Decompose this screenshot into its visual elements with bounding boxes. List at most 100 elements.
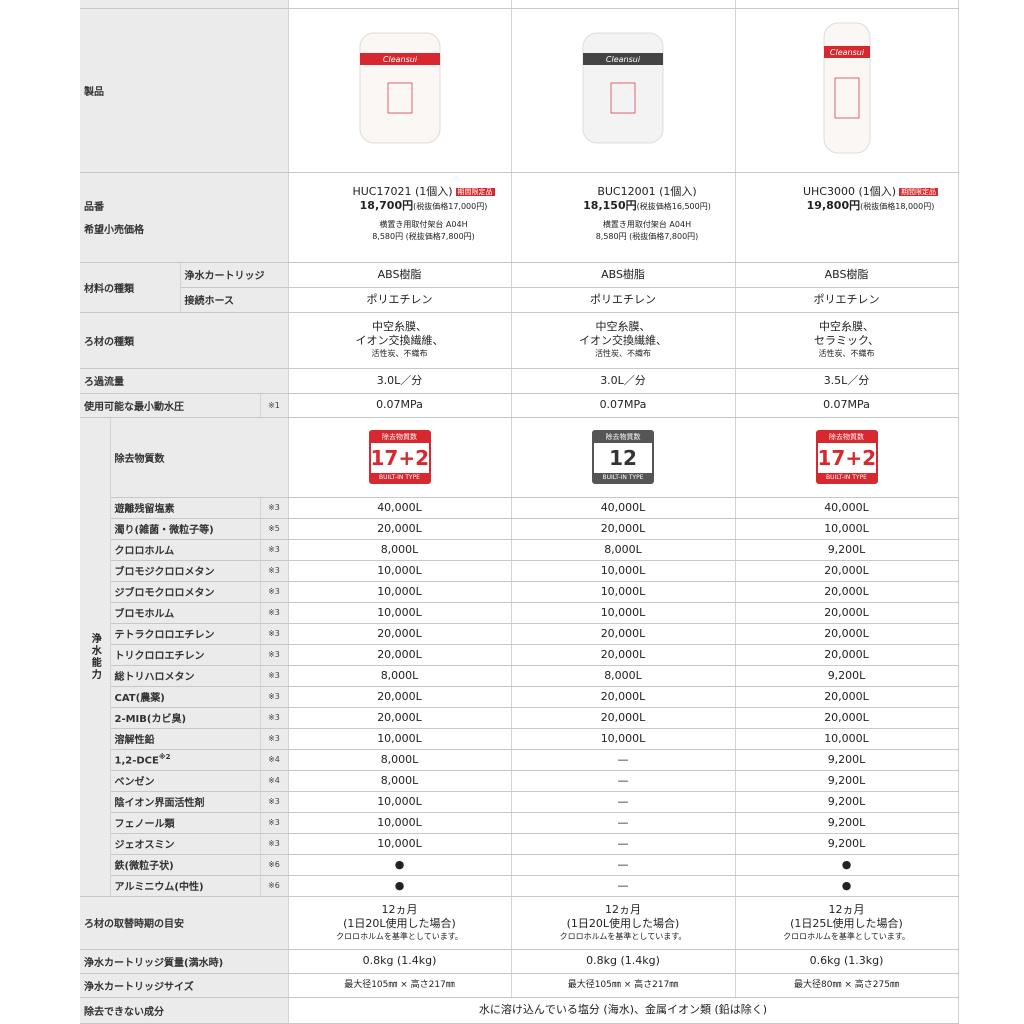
value-cell: 12ヵ月 (1日25L使用した場合) クロロホルムを基準としています。 — [735, 896, 959, 950]
value-line: 中空糸膜、 — [819, 320, 874, 333]
value: 10,000L — [600, 584, 646, 598]
note-cell: ※3 — [260, 539, 289, 561]
extra: 8,580円 (税抜価格7,800円) — [595, 231, 699, 241]
label: ジェオスミン — [114, 840, 175, 851]
label: ブロモホルム — [114, 609, 175, 620]
badge-title: 除去物質数 — [370, 432, 429, 443]
value: 最大径105㎜ × 高さ217㎜ — [567, 980, 679, 990]
note: ※3 — [268, 503, 280, 512]
table-row: 接続ホース ポリエチレン ポリエチレン ポリエチレン — [80, 287, 959, 313]
value: 20,000L — [600, 521, 646, 535]
label: 希望小売価格 — [84, 225, 144, 236]
value-cell: ABS樹脂 — [735, 262, 959, 288]
label-cell: クロロホルム — [110, 539, 261, 561]
model: UHC3000 (1個入) 期間限定品 — [802, 184, 939, 198]
value: ポリエチレン — [813, 292, 880, 306]
badge-number: 17+2 — [817, 446, 877, 470]
label-cell: ジブロモクロロメタン — [110, 581, 261, 603]
limited-tag: 期間限定品 — [899, 187, 939, 196]
value: 0.07MPa — [823, 398, 870, 411]
value-cell: ● — [288, 854, 512, 876]
value: ● — [394, 857, 405, 871]
value: 10,000L — [377, 731, 422, 745]
note-cell: ※6 — [260, 875, 289, 897]
table-row — [80, 0, 959, 9]
label: トリクロロエチレン — [114, 651, 205, 662]
label: 遊離残留塩素 — [114, 504, 175, 515]
value-cell: 8,000L — [511, 665, 736, 687]
label-cell: アルミニウム(中性) — [110, 875, 261, 897]
group-label: 浄水能力 — [89, 632, 101, 681]
cartridge-body — [823, 22, 870, 154]
value-cell: 20,000L — [735, 623, 959, 645]
extra: 8,580円 (税抜価格7,800円) — [372, 231, 475, 241]
value: 9,200L — [827, 542, 866, 556]
badge-cell: 除去物質数 17+2 BUILT-IN TYPE — [735, 417, 959, 498]
table-row: 除去できない成分 水に溶け込んでいる塩分 (海水)、金属イオン類 (鉛は除く) — [80, 997, 959, 1024]
value-cell: 最大径105㎜ × 高さ217㎜ — [288, 973, 512, 998]
value-cell: ● — [288, 875, 512, 897]
label-cell: 品番 希望小売価格 — [80, 172, 289, 263]
value: 9,200L — [827, 836, 866, 850]
value: ● — [841, 857, 852, 871]
label: 除去物質数 — [114, 453, 165, 465]
value-line: セラミック、 — [813, 334, 879, 347]
value-cell: ポリエチレン — [288, 287, 512, 313]
note-cell: ※6 — [260, 854, 289, 876]
label: ベンゼン — [114, 777, 155, 788]
value-line: 活性炭、不織布 — [818, 349, 875, 358]
note-cell: ※3 — [260, 644, 289, 666]
label-cell: ろ過流量 — [80, 368, 289, 394]
value: 最大径80㎜ × 高さ275㎜ — [794, 980, 899, 990]
label-cell: テトラクロロエチレン — [110, 623, 261, 645]
label: 浄水カートリッジ質量(満水時) — [84, 957, 224, 969]
value: ● — [841, 878, 852, 892]
limited-tag: 期間限定品 — [455, 187, 495, 196]
note-cell: ※3 — [260, 791, 289, 813]
value-cell: — — [511, 749, 736, 771]
table-row: 1,2-DCE※2 ※4 8,000L — 9,200L — [80, 749, 959, 771]
note-cell: ※4 — [260, 749, 289, 771]
value-cell: 8,000L — [288, 749, 512, 771]
table-row: 浄水カートリッジサイズ 最大径105㎜ × 高さ217㎜ 最大径105㎜ × 高さ2… — [80, 973, 959, 998]
value-cell: 20,000L — [288, 707, 512, 729]
label: 製品 — [84, 86, 104, 98]
value: 8,000L — [380, 668, 419, 682]
label-cell: 浄水カートリッジ質量(満水時) — [80, 949, 289, 974]
value: 10,000L — [377, 836, 422, 850]
label-cell: 使用可能な最小動水圧 — [80, 393, 261, 418]
badge-cell: 除去物質数 12 BUILT-IN TYPE — [511, 417, 736, 498]
note-cell: ※3 — [260, 560, 289, 582]
value-line: クロロホルムを基準としています。 — [559, 931, 687, 941]
extra: 横置き用取付架台 A04H — [602, 219, 692, 229]
spec-body: 製品 Cleansui Cleansui Cleansui 品番 希望小売価格 HUC170… — [80, 0, 959, 1024]
note: ※3 — [268, 734, 280, 743]
value-cell: 10,000L — [288, 812, 512, 834]
note: ※4 — [268, 755, 280, 764]
value: 20,000L — [824, 584, 869, 598]
table-row: 使用可能な最小動水圧 ※1 0.07MPa 0.07MPa 0.07MPa — [80, 393, 959, 418]
value: 10,000L — [600, 731, 646, 745]
value-cell: 10,000L — [735, 518, 959, 540]
label-cell: ろ材の種類 — [80, 312, 289, 369]
label: ろ過流量 — [84, 377, 124, 388]
value: 0.8kg (1.4kg) — [586, 954, 660, 967]
model: HUC17021 (1個入) 期間限定品 — [352, 184, 495, 198]
label-cell: 鉄(微粒子状) — [110, 854, 261, 876]
value: 10,000L — [377, 815, 422, 829]
value: 40,000L — [600, 500, 646, 514]
value: 8,000L — [380, 752, 419, 766]
value-cell: 20,000L — [735, 707, 959, 729]
value-cell: 20,000L — [288, 644, 512, 666]
label: 2-MIB(カビ臭) — [114, 714, 187, 725]
value-cell: ABS樹脂 — [288, 262, 512, 288]
value-cell: — — [511, 833, 736, 855]
value-line: イオン交換繊維、 — [579, 334, 667, 347]
value-cell: 9,200L — [735, 833, 959, 855]
note-cell: ※3 — [260, 581, 289, 603]
label-box — [387, 82, 412, 114]
note-cell: ※1 — [260, 393, 289, 418]
value: 20,000L — [824, 605, 869, 619]
note-cell: ※3 — [260, 665, 289, 687]
value: 9,200L — [827, 668, 866, 682]
